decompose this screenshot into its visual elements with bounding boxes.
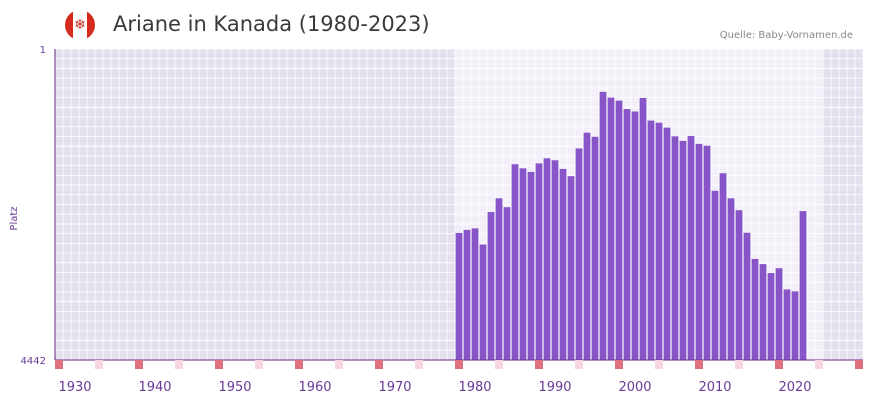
y-tick-label-bottom: 4442 [21,356,46,367]
bar-2007 [687,136,695,360]
bar-1982 [487,212,495,360]
bar-2014 [743,232,751,360]
half-decade-marker [655,360,663,369]
bar-2010 [711,190,719,360]
bar-2011 [719,173,727,360]
x-tick-label-1990: 1990 [538,380,571,395]
bar-1992 [567,176,575,360]
bar-1985 [511,164,519,360]
bar-2006 [679,140,687,360]
decade-marker [855,360,863,369]
x-tick-label-2000: 2000 [618,380,651,395]
half-decade-marker [95,360,103,369]
bar-1995 [591,136,599,360]
chart-header: ❄ Ariane in Kanada (1980-2023) Quelle: B… [0,0,873,48]
half-decade-marker [815,360,823,369]
decade-marker [535,360,543,369]
bar-1978 [455,232,463,360]
x-tick-label-1970: 1970 [378,380,411,395]
decade-marker [695,360,703,369]
bar-1990 [551,160,559,360]
half-decade-marker [255,360,263,369]
half-decade-marker [175,360,183,369]
bar-2005 [671,136,679,360]
bar-1984 [503,207,511,360]
decade-marker [215,360,223,369]
bar-2017 [767,273,775,360]
bar-2004 [663,127,671,360]
x-tick-label-2010: 2010 [698,380,731,395]
bar-1998 [615,100,623,360]
decade-marker [55,360,63,369]
source-credit: Quelle: Baby-Vornamen.de [719,30,853,41]
half-decade-marker [335,360,343,369]
bar-1988 [535,163,543,360]
decade-marker [295,360,303,369]
bar-1991 [559,168,567,360]
y-tick-label-top: 1 [40,45,46,56]
bar-1981 [479,244,487,360]
bar-2019 [783,289,791,360]
canada-flag-icon: ❄ [65,10,95,40]
x-tick-label-1960: 1960 [298,380,331,395]
y-axis-label: Platz [9,206,20,230]
x-tick-label-1930: 1930 [58,380,91,395]
bar-1993 [575,148,583,360]
bar-2016 [759,264,767,360]
half-decade-marker [575,360,583,369]
bar-1997 [607,97,615,361]
chart-title: Ariane in Kanada (1980-2023) [113,12,430,36]
half-decade-marker [735,360,743,369]
decade-marker [375,360,383,369]
bar-2012 [727,198,735,360]
bar-1996 [599,91,607,361]
bar-2021 [799,211,807,360]
half-decade-marker [415,360,423,369]
bar-2015 [751,258,759,360]
decade-marker [615,360,623,369]
half-decade-marker [495,360,503,369]
bar-2008 [695,143,703,360]
bar-1980 [471,228,479,360]
bar-1986 [519,168,527,360]
x-tick-label-1940: 1940 [138,380,171,395]
bar-1987 [527,171,535,360]
x-tick-label-2020: 2020 [778,380,811,395]
bar-2018 [775,268,783,360]
bar-2020 [791,291,799,360]
bar-1979 [463,229,471,360]
bar-1989 [543,158,551,360]
bar-1983 [495,198,503,360]
bar-1999 [623,109,631,360]
bar-2001 [639,97,647,360]
bar-2002 [647,120,655,360]
decade-marker [775,360,783,369]
decade-marker [135,360,143,369]
decade-marker [455,360,463,369]
x-tick-label-1950: 1950 [218,380,251,395]
bar-2000 [631,111,639,360]
x-tick-label-1980: 1980 [458,380,491,395]
bar-1994 [583,132,591,360]
bar-2003 [655,122,663,360]
bar-2009 [703,145,711,360]
bar-2013 [735,210,743,360]
